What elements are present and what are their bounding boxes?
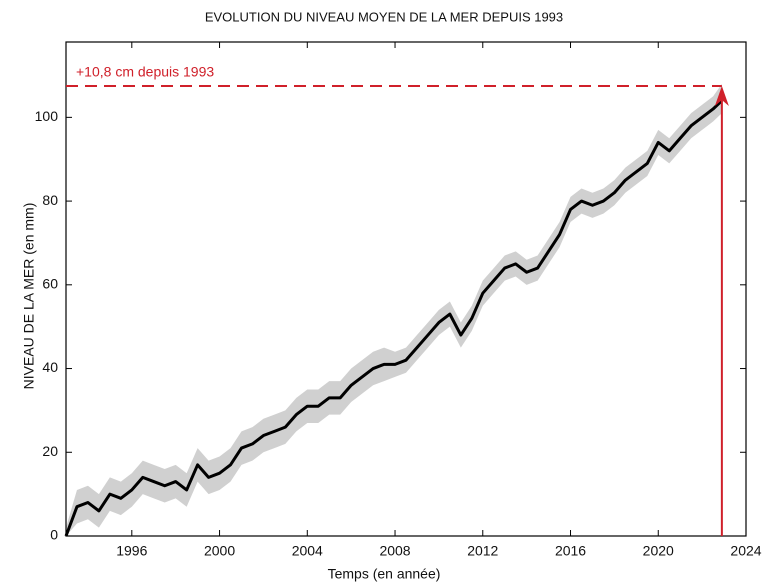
y-tick-label: 60 (42, 276, 58, 292)
x-tick-label: 2000 (204, 543, 235, 559)
x-axis-label: Temps (en année) (328, 566, 441, 582)
x-tick-label: 2008 (379, 543, 410, 559)
y-axis-label: NIVEAU DE LA MER (en mm) (21, 203, 37, 390)
y-tick-label: 40 (42, 359, 58, 375)
y-tick-label: 20 (42, 443, 58, 459)
plot-frame (65, 41, 747, 537)
x-tick-label: 2004 (292, 543, 323, 559)
annotation-arrowhead (714, 85, 729, 106)
x-tick-label: 2012 (467, 543, 498, 559)
y-tick-label: 100 (35, 108, 59, 124)
y-tick-label: 80 (42, 192, 58, 208)
y-tick-label: 0 (50, 527, 58, 543)
x-tick-label: 2016 (555, 543, 586, 559)
chart-title: EVOLUTION DU NIVEAU MOYEN DE LA MER DEPU… (205, 9, 563, 24)
x-tick-label: 1996 (116, 543, 147, 559)
x-tick-label: 2020 (643, 543, 674, 559)
uncertainty-band (66, 83, 722, 536)
x-tick-label: 2024 (730, 543, 761, 559)
annotation-text: +10,8 cm depuis 1993 (76, 64, 214, 80)
sea-level-line (64, 99, 723, 537)
